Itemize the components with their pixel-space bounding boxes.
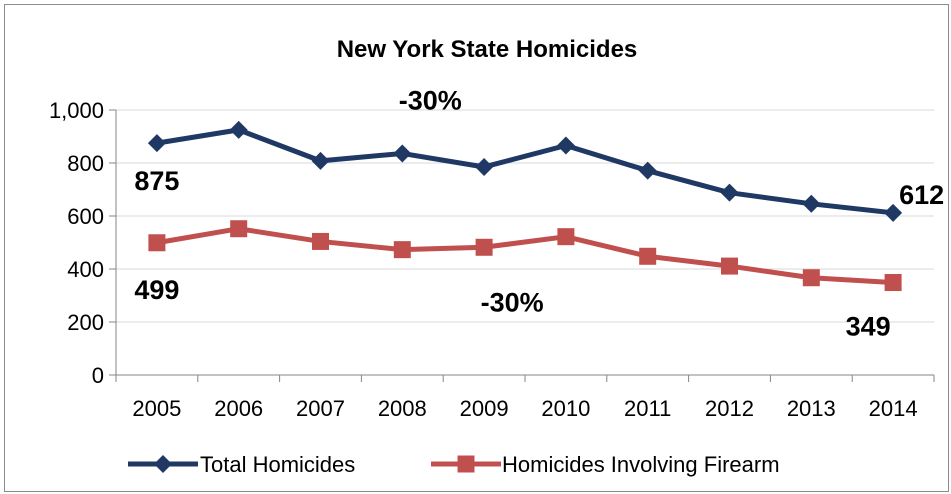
legend: Total Homicides Homicides Involving Firea…: [128, 452, 780, 477]
legend-marker: [154, 455, 172, 473]
series-line: [156, 226, 894, 286]
data-label: 499: [134, 275, 179, 305]
legend-item: Total Homicides: [128, 452, 355, 477]
x-tick-label: 2010: [541, 396, 590, 421]
data-point: [557, 228, 575, 246]
legend-item: Homicides Involving Firearm: [431, 452, 780, 477]
data-point: [884, 203, 903, 222]
data-point: [312, 232, 329, 250]
x-tick-label: 2005: [132, 396, 181, 421]
x-tick-label: 2011: [624, 396, 671, 421]
y-tick-label: 1,000: [49, 98, 104, 123]
data-point: [884, 274, 902, 292]
x-tick-label: 2008: [378, 396, 427, 421]
legend-label: Homicides Involving Firearm: [502, 452, 780, 477]
y-tick-label: 0: [92, 363, 104, 388]
y-tick-label: 600: [67, 204, 104, 229]
x-tick-label: 2013: [787, 396, 836, 421]
data-point: [638, 161, 657, 180]
data-point: [311, 151, 330, 170]
data-point: [229, 120, 248, 139]
data-label: -30%: [399, 85, 462, 115]
y-tick-label: 800: [67, 151, 104, 176]
y-tick-label: 200: [67, 310, 104, 335]
data-point: [639, 247, 657, 265]
data-point: [720, 183, 739, 202]
data-point: [393, 144, 412, 163]
data-point: [802, 194, 821, 213]
data-point: [475, 157, 494, 176]
data-point: [721, 257, 738, 275]
data-point: [802, 269, 820, 287]
x-tick-label: 2009: [460, 396, 509, 421]
x-tick-label: 2007: [296, 396, 345, 421]
data-point: [230, 220, 248, 238]
data-point: [475, 238, 493, 256]
data-point: [148, 234, 166, 252]
series-layer: [147, 120, 903, 292]
annotation-layer: 875 612 -30% 499 -30% 349: [134, 85, 944, 341]
x-tick-label: 2012: [705, 396, 754, 421]
data-label: 349: [846, 312, 891, 342]
data-label: 612: [899, 180, 944, 210]
x-tick-label: 2014: [869, 396, 918, 421]
series-firearm-homicides: [148, 220, 902, 292]
chart-title: New York State Homicides: [337, 36, 638, 63]
legend-label: Total Homicides: [200, 452, 355, 477]
data-label: 875: [134, 166, 179, 196]
series-total-homicides: [147, 120, 903, 222]
data-point: [393, 241, 411, 259]
data-point: [556, 136, 575, 155]
y-axis: 0 200 400 600 800 1,000: [49, 98, 117, 388]
series-line: [156, 127, 894, 216]
gridlines: [116, 109, 934, 323]
data-label: -30%: [481, 287, 544, 317]
data-point: [147, 134, 166, 153]
legend-marker: [457, 455, 475, 473]
x-tick-label: 2006: [214, 396, 263, 421]
x-axis: 2005 2006 2007 2008 2009 2010 2011 2012 2013 2014: [115, 374, 935, 421]
y-tick-label: 400: [67, 257, 104, 282]
